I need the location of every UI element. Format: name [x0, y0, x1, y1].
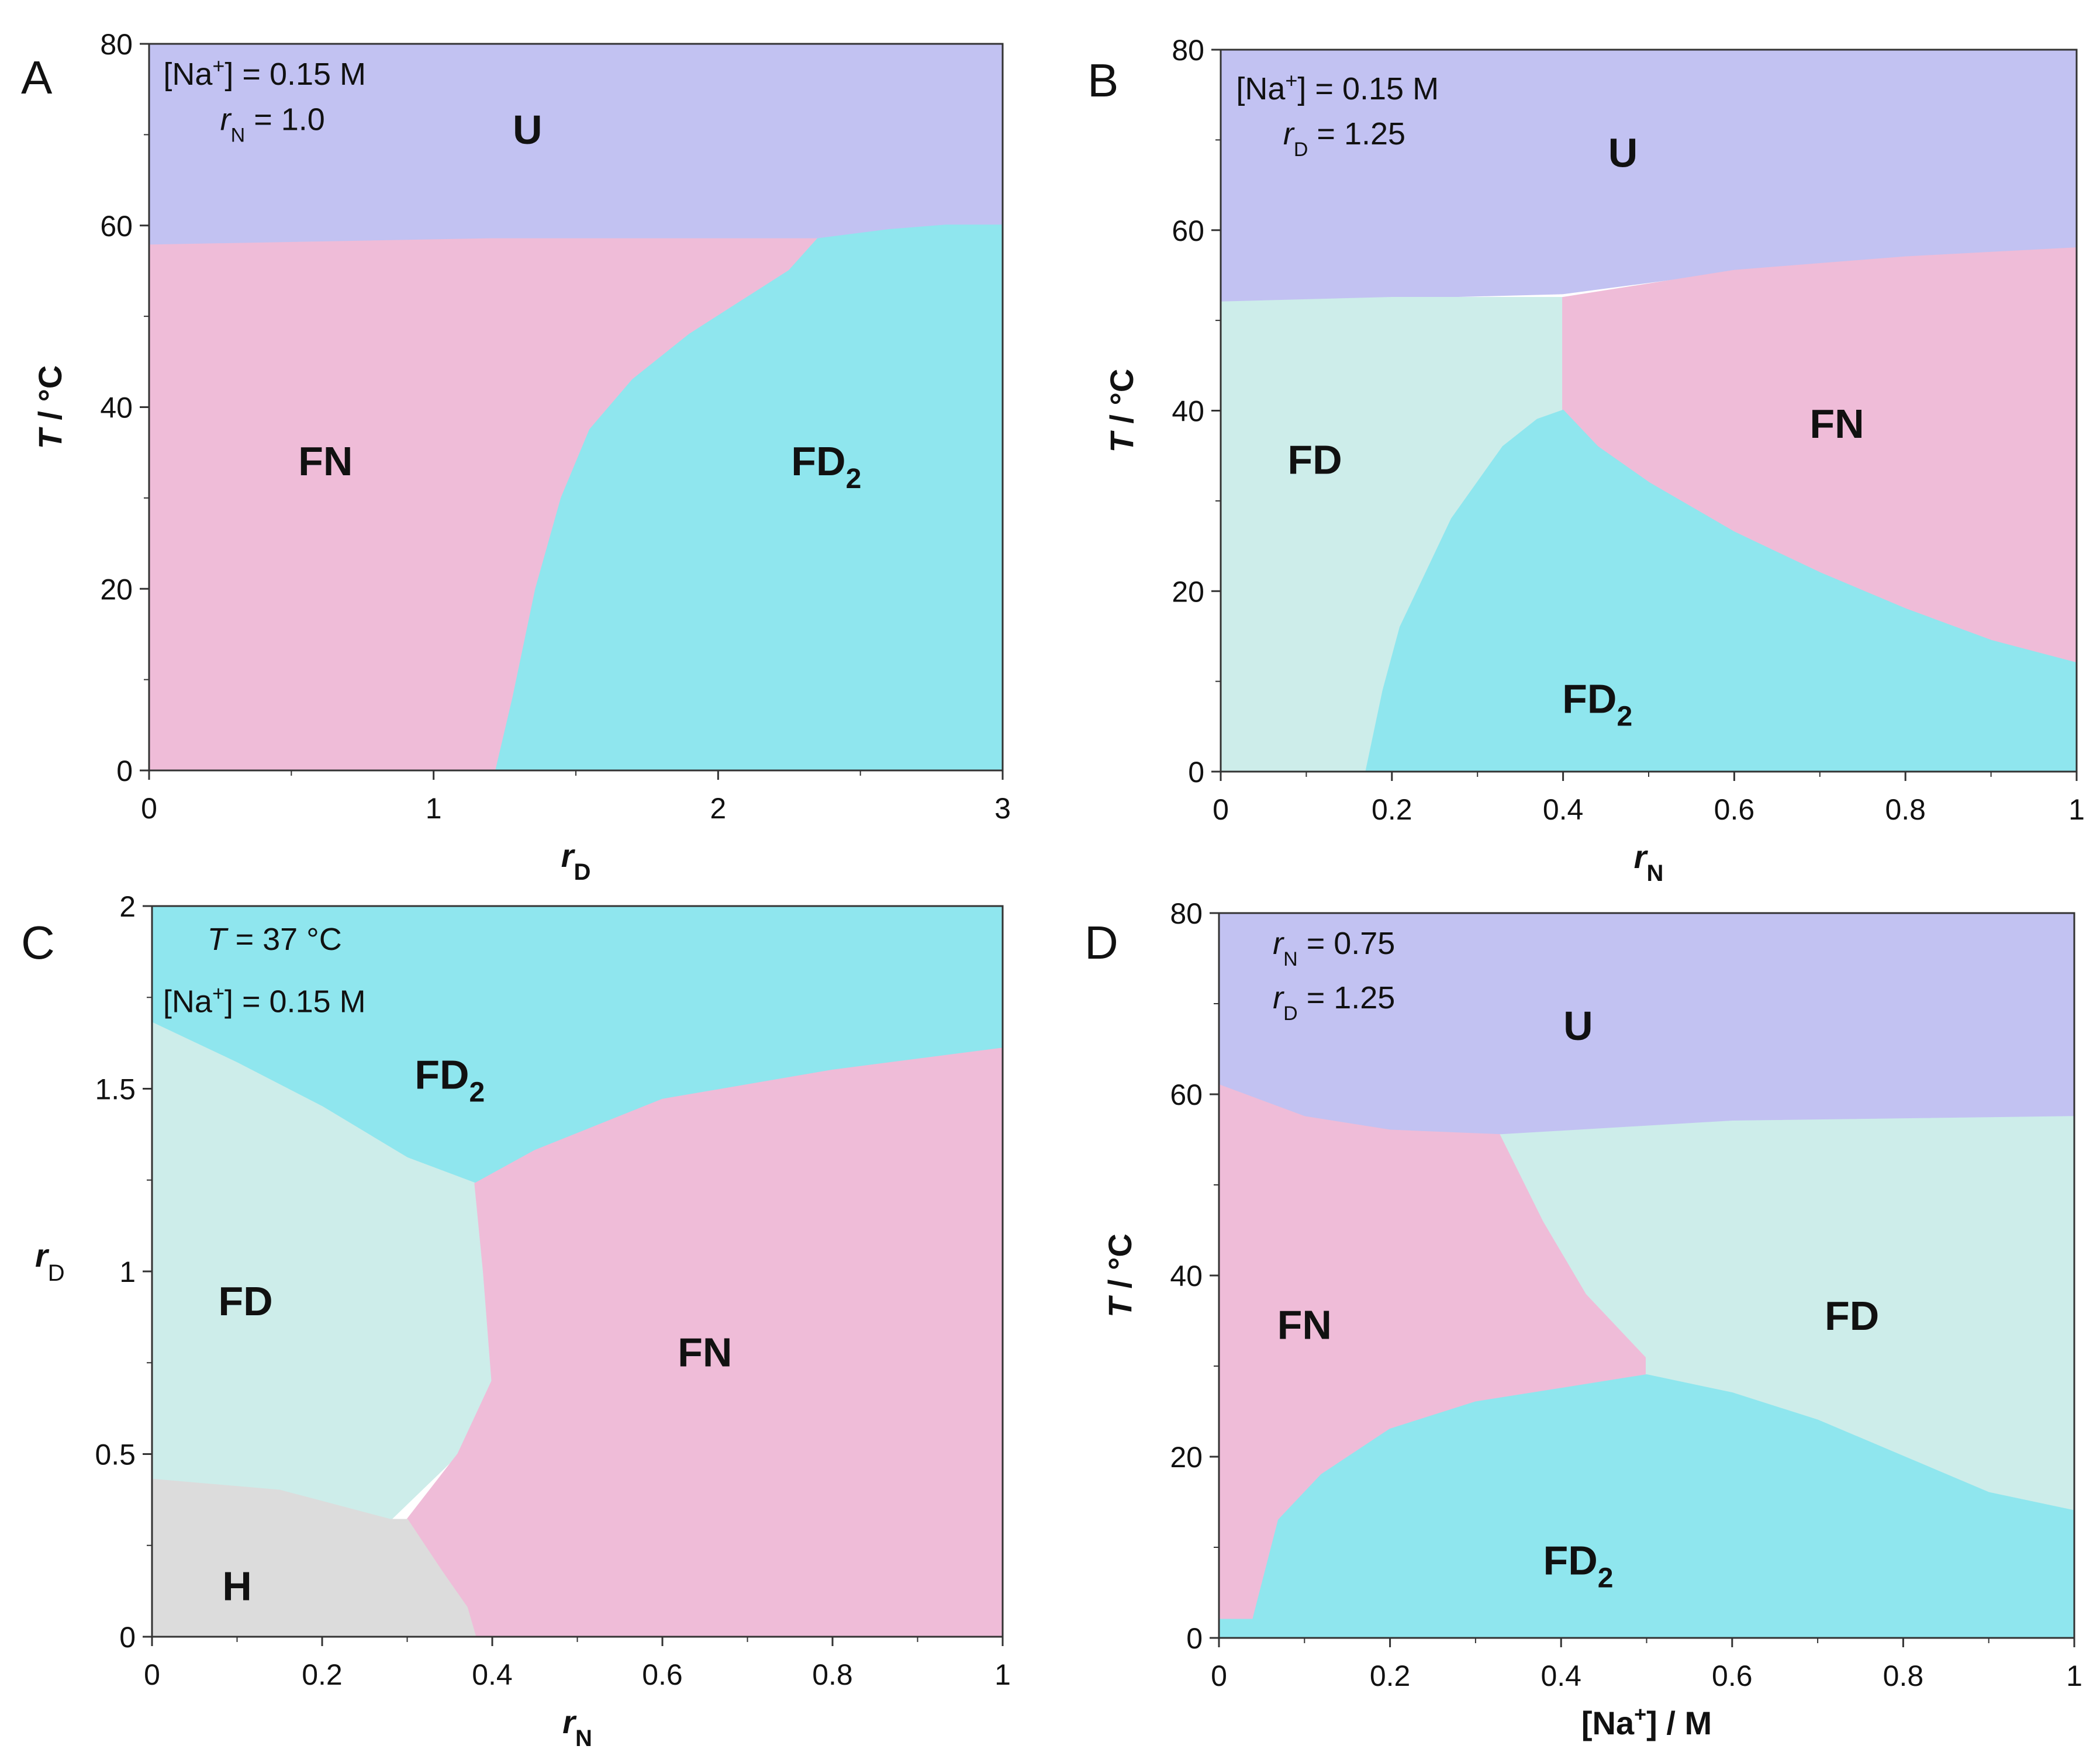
x-tick-label-b: 0.6 — [1714, 793, 1755, 826]
y-tick-label-a: 20 — [100, 573, 133, 606]
y-tick-label-d: 80 — [1170, 897, 1203, 930]
annotation-c-1: T = 37 °C — [208, 922, 342, 957]
y-tick-label-b: 60 — [1172, 215, 1204, 247]
region-h-c — [152, 1478, 476, 1637]
x-tick-label-d: 1 — [2066, 1660, 2082, 1692]
x-axis-label-c: rN — [562, 1703, 592, 1751]
region-fd2-a — [495, 224, 1003, 770]
annotation-d-1: rN = 0.75 — [1273, 926, 1395, 970]
x-tick-label-c: 0.4 — [472, 1658, 513, 1691]
y-axis-label-d: T / °C — [1101, 1233, 1138, 1318]
x-tick-label-b: 0.2 — [1372, 793, 1412, 826]
x-tick-label-d: 0.2 — [1370, 1660, 1411, 1692]
panel-d-regions — [1219, 913, 2074, 1638]
x-axis-label-d: [Na+] / M — [1581, 1702, 1712, 1741]
x-tick-label-b: 0 — [1213, 793, 1229, 826]
region-label-fd2-c: FD2 — [415, 1052, 485, 1108]
y-tick-label-d: 60 — [1170, 1078, 1203, 1111]
region-fd2-d — [1219, 1374, 2074, 1638]
panel-a: U FN FD2 0 20 40 60 80 0 1 2 3 rD T / °C [Na+] = 0.15 … — [21, 28, 1011, 885]
x-tick-label-b: 0.4 — [1543, 793, 1584, 826]
panel-a-regions — [149, 44, 1003, 770]
y-tick-label-c: 1.5 — [95, 1073, 136, 1106]
x-tick-label-a: 3 — [994, 792, 1011, 825]
region-label-u-a: U — [513, 107, 543, 153]
panel-letter-b: B — [1087, 54, 1118, 106]
region-label-u-d: U — [1563, 1003, 1593, 1049]
y-tick-label-c: 0.5 — [95, 1439, 136, 1471]
y-tick-label-b: 20 — [1172, 575, 1204, 608]
region-fd2-b — [1365, 409, 2077, 772]
y-tick-label-a: 80 — [100, 28, 133, 61]
region-label-fn-d: FN — [1277, 1302, 1332, 1348]
x-tick-label-a: 1 — [426, 792, 442, 825]
x-tick-label-c: 1 — [994, 1658, 1011, 1691]
panel-d: U FN FD FD2 0 20 40 60 80 0 0.2 0.4 0.6 0.8 1 [Na+] / M… — [1084, 897, 2082, 1741]
y-tick-label-c: 0 — [119, 1621, 136, 1654]
x-tick-label-c: 0 — [144, 1658, 160, 1691]
y-tick-label-d: 20 — [1170, 1441, 1203, 1474]
x-tick-label-d: 0.8 — [1883, 1660, 1924, 1692]
region-label-u-b: U — [1608, 130, 1638, 176]
region-label-fd-b: FD — [1287, 437, 1342, 483]
region-label-fd2-b: FD2 — [1562, 676, 1632, 732]
annotation-a-2: rN = 1.0 — [220, 102, 325, 147]
panel-letter-d: D — [1084, 917, 1118, 969]
y-tick-label-d: 40 — [1170, 1260, 1203, 1292]
annotation-c-2: [Na+] = 0.15 M — [163, 981, 366, 1019]
x-axis-label-b: rN — [1634, 838, 1664, 886]
region-label-fn-b: FN — [1809, 401, 1864, 447]
x-tick-label-c: 0.6 — [642, 1658, 683, 1691]
y-tick-label-a: 0 — [116, 755, 133, 787]
x-tick-label-a: 0 — [141, 792, 157, 825]
annotation-a-1: [Na+] = 0.15 M — [163, 54, 366, 92]
x-tick-label-d: 0 — [1211, 1660, 1227, 1692]
panel-b-regions — [1221, 50, 2077, 772]
x-tick-label-d: 0.4 — [1541, 1660, 1581, 1692]
panel-c: FD2 FD FN H 0 0.5 1 1.5 2 0 0.2 0.4 0.6 0.8 1 rN rD T = 3… — [21, 890, 1011, 1751]
region-label-fd-c: FD — [218, 1278, 272, 1324]
y-tick-label-b: 40 — [1172, 395, 1204, 428]
annotation-b-2: rD = 1.25 — [1283, 116, 1405, 161]
region-label-fd-d: FD — [1825, 1293, 1879, 1339]
x-tick-label-c: 0.2 — [302, 1658, 343, 1691]
x-axis-label-a: rD — [561, 837, 591, 885]
y-tick-label-c: 2 — [119, 890, 136, 923]
x-tick-label-d: 0.6 — [1712, 1660, 1753, 1692]
annotation-b-1: [Na+] = 0.15 M — [1236, 68, 1439, 106]
panel-letter-c: C — [21, 917, 55, 969]
y-tick-label-b: 0 — [1188, 756, 1204, 789]
y-tick-label-a: 40 — [100, 392, 133, 424]
y-tick-label-a: 60 — [100, 210, 133, 243]
y-tick-label-c: 1 — [119, 1256, 136, 1288]
y-tick-label-b: 80 — [1172, 34, 1204, 67]
region-label-fd2-a: FD2 — [791, 438, 861, 495]
panel-b: U FD FN FD2 0 20 40 60 80 0 0.2 0.4 0.6 0.8 1 rN T / °C [… — [1087, 34, 2085, 886]
x-tick-label-a: 2 — [710, 792, 726, 825]
region-label-fn-a: FN — [298, 438, 353, 484]
y-axis-label-b: T / °C — [1103, 369, 1140, 453]
x-tick-label-c: 0.8 — [812, 1658, 853, 1691]
x-tick-label-b: 0.8 — [1885, 793, 1926, 826]
y-axis-label-a: T / °C — [32, 365, 68, 450]
region-label-fn-c: FN — [678, 1330, 732, 1375]
x-tick-label-b: 1 — [2068, 793, 2085, 826]
y-axis-label-c: rD — [35, 1237, 65, 1286]
panel-letter-a: A — [21, 51, 53, 103]
panel-c-regions — [152, 906, 1003, 1637]
region-label-h-c: H — [222, 1564, 252, 1609]
annotation-d-2: rD = 1.25 — [1273, 980, 1395, 1025]
region-label-fd2-d: FD2 — [1543, 1538, 1613, 1594]
y-tick-label-d: 0 — [1186, 1622, 1203, 1655]
